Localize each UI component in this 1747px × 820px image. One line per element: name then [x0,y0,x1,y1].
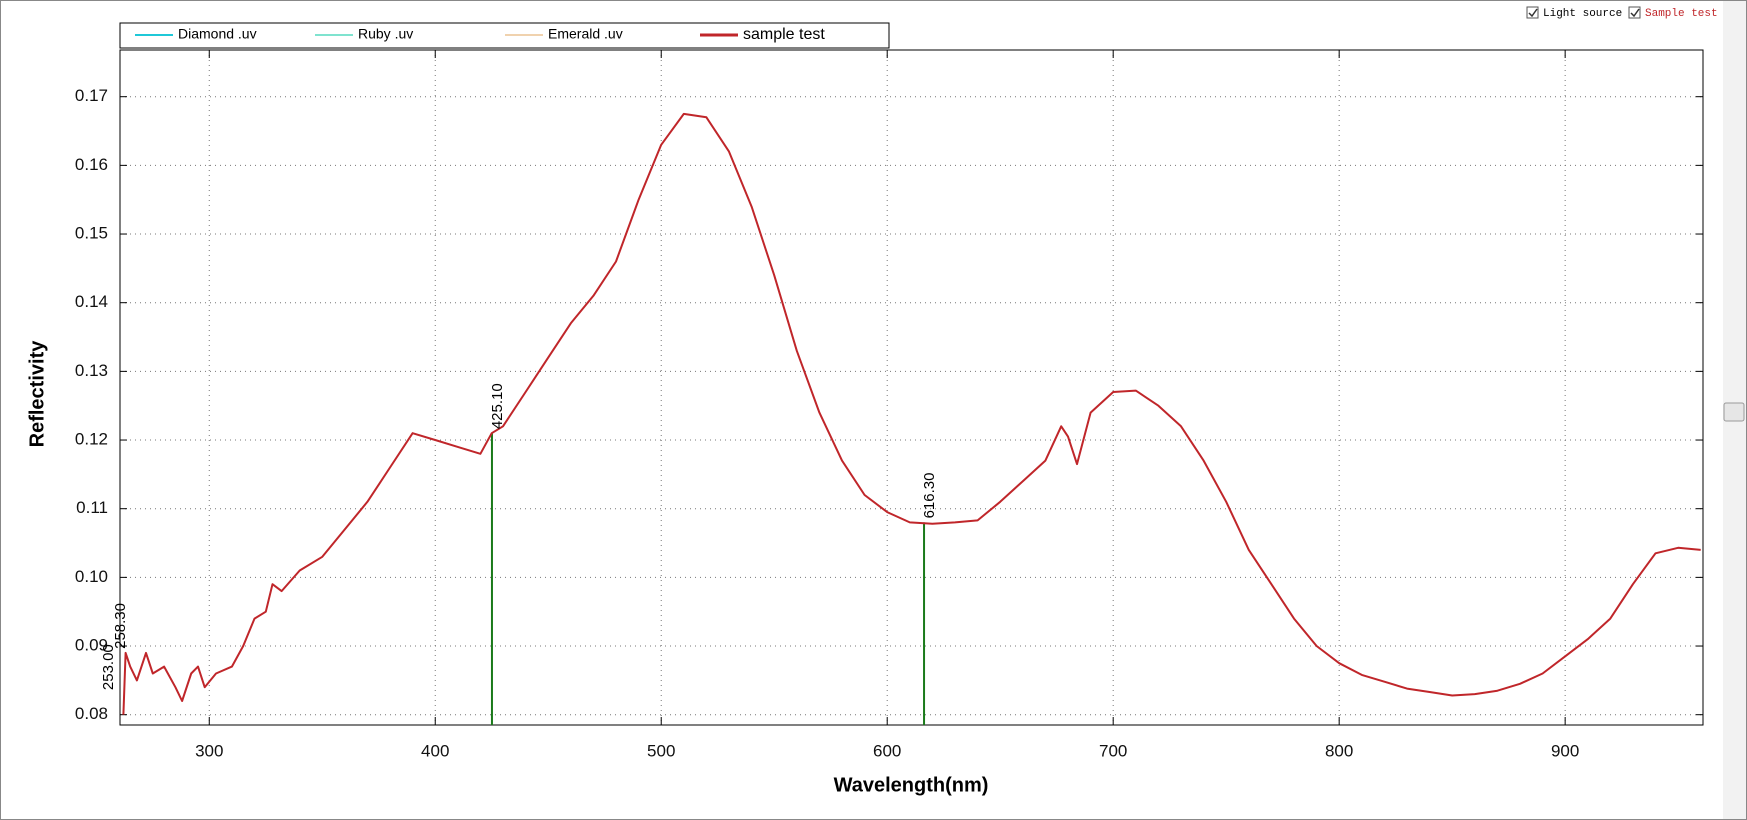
checkbox[interactable] [1526,6,1539,19]
y-tick-label: 0.13 [75,361,108,380]
checkbox-check [1528,8,1538,18]
peak-label: 258.30 [112,603,129,649]
y-tick-label: 0.16 [75,155,108,174]
x-tick-label: 500 [647,741,675,760]
x-tick-label: 400 [421,741,449,760]
x-tick-label: 300 [195,741,223,760]
data-line [122,112,1701,715]
checkbox-label[interactable]: Sample test [1645,8,1718,20]
y-tick-label: 0.10 [75,567,108,586]
legend: Diamond .uv Ruby .uv Emerald .uv sample tes… [135,26,825,43]
y-axis-title: Reflectivity [26,340,48,448]
legend-label: Emerald .uv [548,26,623,42]
scrollbar-thumb[interactable] [1723,402,1745,422]
x-axis-title: Wavelength(nm) [834,774,989,796]
y-tick-label: 0.14 [75,292,108,311]
y-tick-label: 0.11 [76,498,108,517]
plot-area [119,49,1704,726]
y-tick-label: 0.12 [75,430,108,449]
plot-content [122,112,1701,725]
x-tick-label: 800 [1325,741,1353,760]
y-tick-label: 0.08 [75,704,108,723]
y-tick-label: 0.09 [75,636,108,655]
x-tick-label: 600 [873,741,901,760]
checkbox[interactable] [1628,6,1641,19]
peak-label: 253.00 [100,644,117,690]
labels: 0.08 0.09 0.10 0.11 0.12 0.13 0.14 0.15 0.16 0.17… [75,86,1579,760]
y-tick-label: 0.17 [75,86,108,105]
peak-label: 616.30 [921,473,938,519]
checkbox-group: Light source Sample test [1526,6,1718,20]
legend-label: Diamond .uv [178,26,257,42]
x-tick-label: 700 [1099,741,1127,760]
legend-label: sample test [743,26,825,43]
checkbox-check [1630,8,1640,18]
x-tick-label: 900 [1551,741,1579,760]
checkbox-label[interactable]: Light source [1543,8,1622,20]
peak-label: 425.10 [489,383,506,429]
legend-label: Ruby .uv [358,26,413,42]
y-tick-label: 0.15 [75,224,108,243]
legend-box [119,22,890,49]
